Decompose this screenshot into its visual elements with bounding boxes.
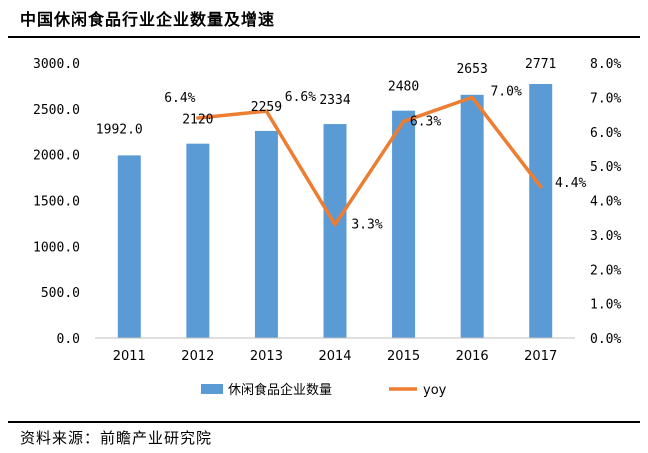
yoy-point (470, 95, 474, 99)
bar-value-label: 2771 (525, 57, 556, 72)
legend-bar-swatch (201, 384, 223, 394)
left-tick-label: 500.0 (41, 286, 80, 301)
right-tick-label: 5.0% (590, 160, 621, 175)
bar-series (117, 83, 553, 339)
right-tick-label: 3.0% (590, 229, 621, 244)
legend-bar-label: 休闲食品企业数量 (228, 382, 332, 398)
right-tick-label: 6.0% (590, 126, 621, 141)
x-tick-label: 2011 (113, 349, 146, 364)
yoy-point (264, 109, 268, 113)
bar-value-label: 2653 (456, 62, 487, 77)
x-tick-label: 2017 (524, 349, 557, 364)
left-tick-label: 1500.0 (33, 195, 80, 210)
x-tick-label: 2014 (318, 349, 351, 364)
left-tick-label: 2500.0 (33, 103, 80, 118)
yoy-point (402, 119, 406, 123)
x-tick-label: 2013 (250, 349, 283, 364)
bar (392, 110, 416, 339)
bar (529, 83, 553, 338)
bar (254, 130, 278, 338)
bar-value-label: 1992.0 (96, 122, 143, 137)
bar-value-label: 2259 (251, 100, 282, 115)
yoy-point (539, 185, 543, 189)
left-axis: 0.0 500.0 1000.0 1500.0 2000.0 2500.0 3000.0 (33, 57, 80, 347)
right-tick-label: 2.0% (590, 263, 621, 278)
bottom-rule (8, 421, 640, 423)
yoy-value-label: 6.3% (410, 114, 441, 129)
x-tick-label: 2016 (456, 349, 489, 364)
bar-value-label: 2480 (388, 80, 419, 95)
yoy-point (196, 116, 200, 120)
legend: 休闲食品企业数量 yoy (201, 382, 447, 398)
bar-value-label: 2120 (182, 113, 213, 128)
left-tick-label: 3000.0 (33, 57, 80, 72)
yoy-value-label: 3.3% (351, 218, 382, 233)
bar (186, 143, 210, 338)
legend-line-label: yoy (423, 383, 447, 398)
bar (323, 124, 347, 338)
left-tick-label: 0.0 (57, 332, 80, 347)
top-rule (8, 36, 640, 38)
right-tick-label: 1.0% (590, 298, 621, 313)
bar-value-label: 2334 (319, 93, 350, 108)
yoy-value-label: 4.4% (555, 176, 586, 191)
right-axis: 0.0% 1.0% 2.0% 3.0% 4.0% 5.0% 6.0% 7.0% 8.0% (590, 57, 621, 347)
x-tick-label: 2012 (181, 349, 214, 364)
bar (117, 155, 141, 338)
yoy-value-label: 6.6% (285, 90, 316, 105)
right-tick-label: 4.0% (590, 195, 621, 210)
x-tick-label: 2015 (387, 349, 420, 364)
yoy-line (196, 95, 543, 227)
bar (460, 94, 484, 338)
yoy-value-label: 6.4% (164, 91, 195, 106)
left-tick-label: 1000.0 (33, 240, 80, 255)
yoy-value-label: 7.0% (490, 84, 521, 99)
x-axis: 2011 2012 2013 2014 2015 2016 2017 (95, 337, 575, 364)
right-tick-label: 7.0% (590, 91, 621, 106)
right-tick-label: 8.0% (590, 57, 621, 72)
yoy-point (333, 223, 337, 227)
chart: 0.0 500.0 1000.0 1500.0 2000.0 2500.0 3000.0 0… (33, 57, 621, 398)
source-note: 资料来源：前瞻产业研究院 (20, 429, 213, 447)
data-labels: 1992.0 2120 2259 2334 2480 2653 2771 6.4% 6.6% 3.… (96, 57, 587, 233)
right-tick-label: 0.0% (590, 332, 621, 347)
left-tick-label: 2000.0 (33, 149, 80, 164)
chart-title: 中国休闲食品行业企业数量及增速 (20, 10, 276, 29)
line-series (196, 95, 543, 227)
